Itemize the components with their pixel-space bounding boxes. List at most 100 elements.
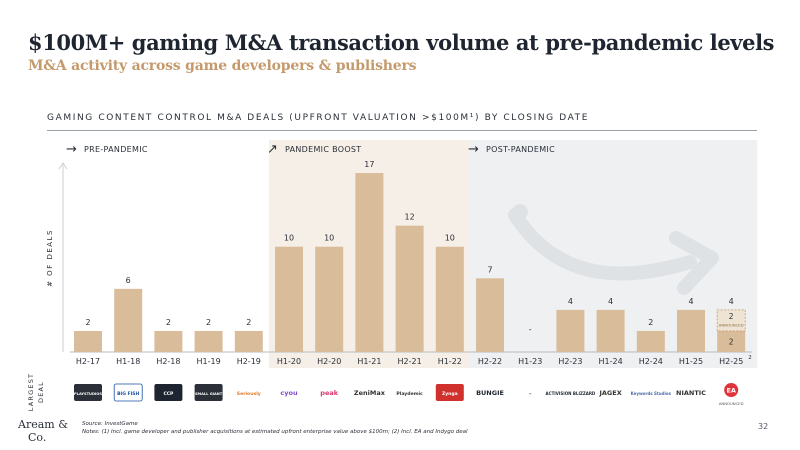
x-tick-label: H1-18	[116, 357, 140, 366]
logo-badge-ccp	[154, 384, 183, 401]
bar-value-label: 2	[206, 318, 211, 327]
largest-deal-name: Zynga	[442, 391, 458, 397]
largest-deal-label-line2: DEAL	[37, 381, 45, 403]
largest-deal-name: Keywords Studios	[631, 391, 672, 396]
x-tick-label: H2-18	[156, 357, 180, 366]
bar-completed-H2-25	[717, 330, 746, 352]
bar-value-label: 10	[284, 234, 294, 243]
bar-value-label: 2	[166, 318, 171, 327]
page-title: $100M+ gaming M&A transaction volume at …	[28, 30, 775, 55]
largest-deal-name: JAGEX	[598, 389, 621, 397]
bar-value-label: 2	[246, 318, 251, 327]
x-tick-superscript: 2	[748, 355, 752, 361]
bar-value-label: 4	[688, 297, 693, 306]
largest-deal-name: ZeniMax	[354, 389, 386, 397]
bar-value-completed: 2	[729, 337, 734, 346]
trend-arrowhead-decoration	[669, 231, 719, 295]
bar-H2-20	[315, 246, 344, 352]
logo-badge-zynga	[435, 384, 464, 401]
bar-H1-25	[677, 309, 705, 352]
footer-source: Source: InvestGame	[82, 421, 138, 427]
x-tick-label: H1-23	[518, 357, 542, 366]
largest-deal-name: Playdemic	[396, 391, 423, 397]
bar-value-label: 4	[608, 297, 613, 306]
bar-value-label: 12	[405, 213, 415, 222]
x-tick-label: H2-21	[398, 357, 422, 366]
x-tick-label: H2-19	[237, 357, 261, 366]
largest-deal-name: BIG FISH	[117, 391, 139, 397]
x-tick-label: H1-20	[277, 357, 301, 366]
x-tick-label: H2-22	[478, 357, 502, 366]
bar-value-label: 7	[487, 265, 492, 274]
bar-H1-20	[275, 246, 303, 352]
x-tick-label: H1-24	[599, 357, 623, 366]
brand-logo: Aream & Co.	[18, 418, 68, 444]
x-tick-label: H2-20	[317, 357, 341, 366]
bar-value-label: 2	[648, 318, 653, 327]
brand-logo-line2: Co.	[28, 431, 47, 444]
largest-deal-name: PLAYSTUDIOS	[74, 392, 102, 396]
chart-section-title: GAMING CONTENT CONTROL M&A DEALS (UPFRON…	[47, 113, 590, 123]
x-tick-label: H2-17	[76, 357, 100, 366]
bar-value-label: 2	[85, 318, 90, 327]
bar-H2-17	[74, 330, 102, 352]
bar-value-label: 17	[364, 160, 374, 169]
bar-value-label: 10	[324, 234, 334, 243]
x-tick-label: H1-22	[438, 357, 462, 366]
x-tick-label: H1-25	[679, 357, 703, 366]
y-axis-arrow-icon	[58, 162, 68, 170]
footer-notes: Notes: (1) Incl. game developer and publ…	[82, 429, 468, 435]
bar-value-label: 4	[729, 297, 734, 306]
logo-ea-icon	[724, 383, 739, 397]
bar-announced-H2-25	[716, 309, 746, 332]
y-axis-label: # OF DEALS	[46, 229, 54, 287]
bar-value-label: 10	[445, 234, 455, 243]
bar-H1-22	[435, 246, 464, 352]
largest-deal-name: BUNGIE	[476, 389, 504, 397]
period-arrow-icon: →	[468, 142, 479, 157]
largest-deal-note: ANNOUNCED	[719, 401, 744, 406]
bar-H1-24	[596, 309, 625, 352]
bar-value-label: -	[529, 325, 532, 334]
brand-logo-line1: Aream &	[18, 418, 68, 431]
trend-arrow-decoration	[508, 208, 697, 281]
logo-ea-text: EA	[726, 387, 735, 395]
bar-value-label: 6	[126, 276, 131, 285]
bar-H2-23	[556, 309, 585, 352]
x-tick-label: H2-23	[558, 357, 582, 366]
largest-deal-name: peak	[320, 389, 338, 397]
bar-value-announced: 2	[729, 312, 734, 321]
logo-badge-small-giant	[194, 384, 223, 401]
bar-value-label: 4	[568, 297, 573, 306]
period-arrow-icon: ↗	[267, 142, 278, 157]
largest-deal-name: ACTIVISION BLIZZARD	[546, 391, 596, 396]
largest-deal-name: SMALL GIANT	[195, 392, 223, 396]
largest-deal-empty: -	[529, 389, 532, 398]
bar-announced-tag: ANNOUNCED	[719, 322, 744, 327]
bar-H1-18	[114, 288, 143, 352]
period-label: POST-PANDEMIC	[486, 145, 555, 154]
largest-deal-name: NIANTIC	[676, 389, 706, 397]
largest-deal-label-line1: LARGEST	[27, 373, 35, 411]
bar-H2-19	[234, 330, 263, 352]
bar-H2-24	[636, 330, 665, 352]
largest-deal-name: CCP	[163, 391, 174, 397]
bar-H2-18	[154, 330, 183, 352]
largest-deal-name: cyou	[280, 389, 298, 397]
bar-H1-21	[355, 173, 384, 352]
logo-badge-playstudios	[74, 384, 102, 401]
x-tick-label: H2-25	[719, 357, 743, 366]
bar-H2-22	[476, 278, 504, 352]
page-number: 32	[758, 422, 769, 431]
bar-H1-19	[194, 330, 223, 352]
section-divider	[47, 130, 757, 131]
page-subtitle: M&A activity across game developers & pu…	[28, 58, 417, 74]
x-tick-label: H1-21	[357, 357, 381, 366]
bar-H2-21	[395, 225, 424, 352]
largest-deal-name: Seriously	[237, 391, 261, 397]
period-arrow-icon: →	[66, 142, 77, 157]
logo-badge-big-fish	[113, 383, 143, 402]
period-label: PRE-PANDEMIC	[84, 145, 148, 154]
period-label: PANDEMIC BOOST	[285, 145, 361, 154]
